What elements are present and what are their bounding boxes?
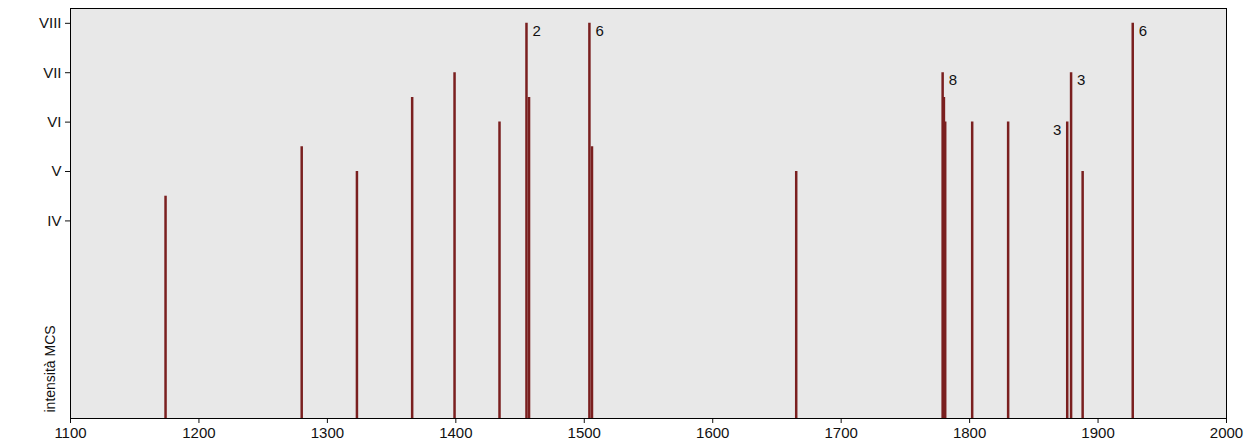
svg-text:3: 3: [1053, 121, 1061, 138]
svg-text:VII: VII: [43, 64, 61, 81]
svg-text:1400: 1400: [439, 424, 472, 441]
svg-text:6: 6: [595, 22, 603, 39]
svg-text:V: V: [51, 162, 61, 179]
svg-text:1200: 1200: [182, 424, 215, 441]
svg-text:6: 6: [1139, 22, 1147, 39]
svg-text:2: 2: [532, 22, 540, 39]
svg-text:3: 3: [1077, 71, 1085, 88]
svg-text:1900: 1900: [1081, 424, 1114, 441]
svg-text:intensità MCS: intensità MCS: [42, 325, 58, 412]
svg-text:1100: 1100: [54, 424, 86, 441]
svg-text:VIII: VIII: [39, 14, 62, 31]
svg-text:8: 8: [949, 71, 957, 88]
svg-text:1300: 1300: [311, 424, 344, 441]
svg-text:1800: 1800: [953, 424, 986, 441]
svg-text:VI: VI: [47, 113, 61, 130]
svg-text:IV: IV: [47, 212, 61, 229]
svg-text:1600: 1600: [696, 424, 729, 441]
svg-text:1500: 1500: [568, 424, 601, 441]
svg-text:1700: 1700: [824, 424, 857, 441]
svg-text:2000: 2000: [1210, 424, 1243, 441]
